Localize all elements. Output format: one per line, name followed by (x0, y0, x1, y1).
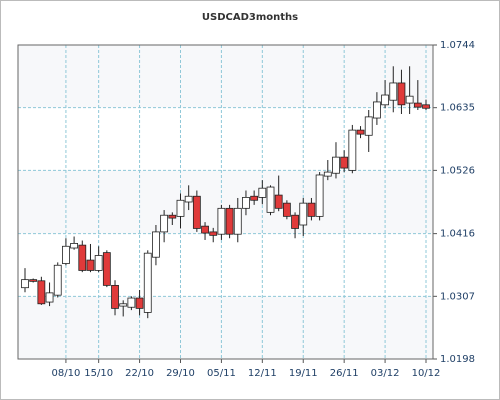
candle-body (168, 214, 177, 219)
x-tick-label: 03/12 (371, 368, 400, 379)
candle-body (78, 244, 87, 271)
candle-body (422, 104, 430, 109)
candles (21, 66, 430, 319)
plot-bands (18, 45, 433, 359)
candle-body (413, 102, 422, 108)
candle-body (184, 195, 193, 203)
candle-body (233, 207, 242, 235)
x-tick-label: 15/10 (84, 368, 113, 379)
y-tick-label: 1.0635 (440, 103, 475, 114)
chart-title: USDCAD3months (202, 12, 298, 23)
candle-body (152, 231, 160, 258)
plot-band (18, 107, 433, 171)
candle-body (242, 196, 250, 209)
candle-body (209, 231, 218, 236)
candle-body (119, 303, 128, 307)
candle-body (192, 195, 201, 229)
candle-body (381, 94, 389, 106)
plot-area (18, 45, 433, 359)
candle-body (127, 297, 136, 308)
x-tick-label: 29/10 (166, 368, 195, 379)
candle-body (225, 207, 234, 235)
candle-body (332, 156, 340, 174)
candle-body (143, 252, 152, 313)
candle-body (45, 292, 54, 303)
candle-body (258, 187, 267, 198)
candle-body (37, 280, 46, 305)
candle-body (307, 202, 316, 217)
axes: 1.0198 1.0307 1.0416 1.0526 1.0635 1.0744 08/1… (17, 40, 475, 379)
candle-body (217, 207, 226, 235)
x-tick-label: 10/12 (412, 368, 441, 379)
candle-body (176, 199, 185, 217)
candle-body (266, 186, 275, 213)
candle-body (315, 174, 324, 217)
candle-body (405, 95, 414, 104)
candle-body (323, 171, 332, 177)
candle-body (86, 259, 95, 271)
y-tick-label: 1.0526 (440, 165, 475, 176)
y-tick-label: 1.0416 (440, 229, 475, 240)
y-tick-label: 1.0198 (440, 354, 475, 365)
candle-body (282, 202, 291, 217)
candle-body (21, 279, 29, 289)
candle-body (160, 214, 169, 233)
y-tick-label: 1.0744 (440, 40, 475, 51)
x-tick-label: 08/10 (52, 368, 81, 379)
x-tick-label: 26/11 (330, 368, 359, 379)
candle-body (372, 101, 381, 119)
x-tick-label: 22/10 (125, 368, 154, 379)
candle-body (389, 82, 398, 101)
candle-body (356, 129, 365, 135)
candle-body (102, 252, 111, 286)
x-tick-label: 05/11 (207, 368, 236, 379)
x-tick-label: 19/11 (289, 368, 318, 379)
candle-body (274, 194, 283, 209)
candle-body (250, 195, 259, 201)
x-tick-label: 12/11 (248, 368, 277, 379)
candle-body (94, 255, 103, 271)
candle-body (70, 243, 79, 249)
candle-body (29, 279, 38, 282)
candle-body (135, 297, 144, 309)
candle-body (111, 284, 119, 309)
candle-body (53, 264, 62, 296)
candle-body (340, 156, 349, 169)
candle-body (348, 129, 357, 171)
candle-body (364, 116, 373, 136)
candle-body (62, 245, 70, 264)
plot-border (17, 44, 434, 360)
candle-body (291, 214, 299, 229)
candle-body (397, 82, 406, 106)
y-tick-label: 1.0307 (440, 291, 475, 302)
candle-body (201, 225, 209, 234)
candle-body (299, 202, 308, 226)
